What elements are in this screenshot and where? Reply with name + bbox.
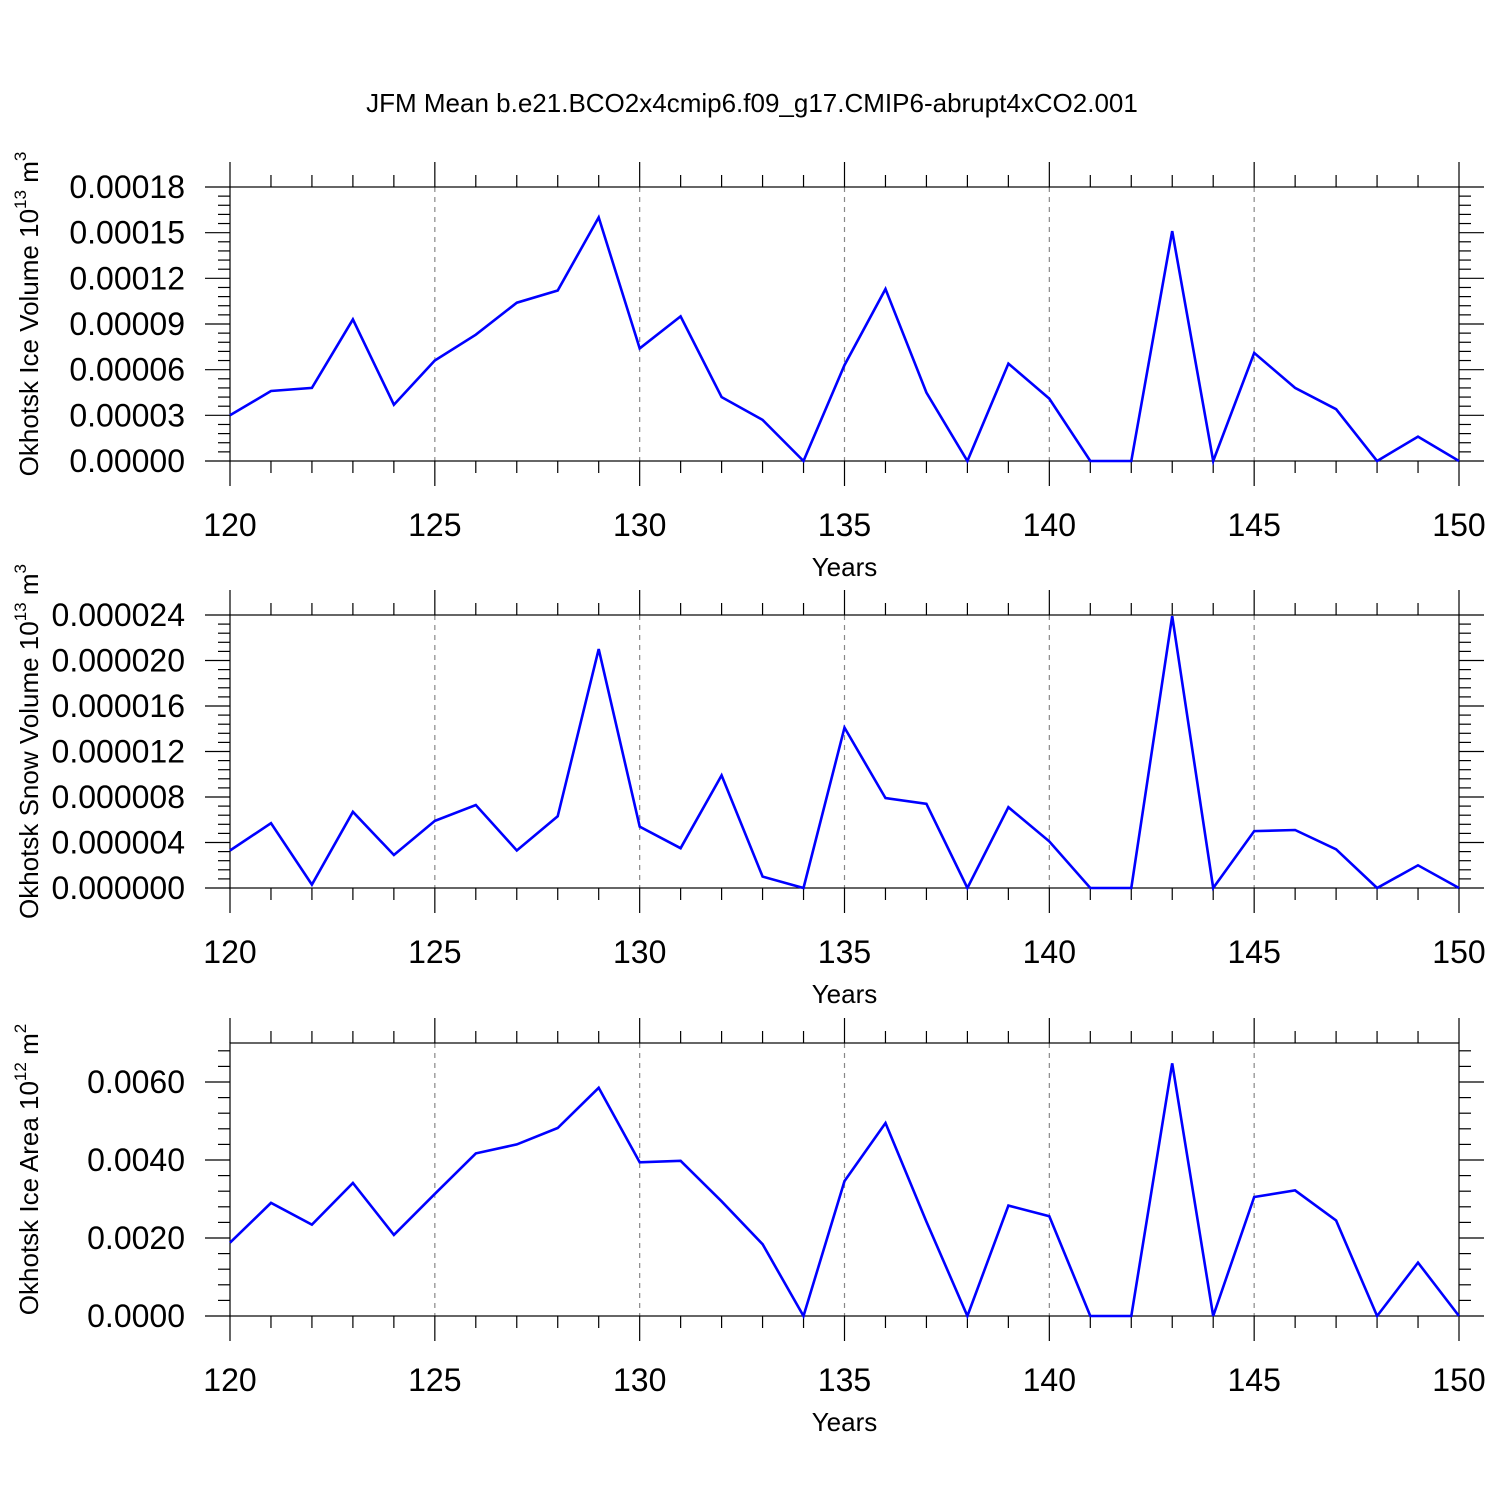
x-axis-label: Years (812, 979, 878, 1009)
y-tick-label: 0.000016 (52, 688, 185, 724)
x-tick-label: 140 (1023, 934, 1076, 970)
y-tick-label: 0.0000 (87, 1298, 185, 1334)
series-line-1 (229, 214, 1460, 466)
x-axis-label: Years (812, 1407, 878, 1437)
y-tick-label: 0.000024 (52, 597, 185, 633)
y-tick-label: 0.0040 (87, 1142, 185, 1178)
x-tick-label: 125 (408, 507, 461, 543)
x-tick-label: 120 (203, 507, 256, 543)
x-tick-label: 150 (1432, 1362, 1485, 1398)
x-tick-label: 130 (613, 1362, 666, 1398)
x-tick-label: 140 (1023, 507, 1076, 543)
x-tick-label: 120 (203, 1362, 256, 1398)
y-tick-label: 0.00015 (69, 215, 185, 251)
y-tick-label: 0.000012 (52, 734, 185, 770)
x-tick-label: 130 (613, 507, 666, 543)
y-tick-label: 0.00003 (69, 397, 185, 433)
x-tick-label: 135 (818, 507, 871, 543)
x-tick-label: 145 (1227, 934, 1280, 970)
y-axis-label: Okhotsk Ice Area 1012 m2 (11, 1024, 44, 1315)
panel-1: 120 125 130 135 140 145 150 0.00000 0.00003 0.000… (11, 152, 1486, 582)
y-axis-label: Okhotsk Snow Volume 1013 m3 (11, 564, 44, 919)
x-tick-label: 150 (1432, 934, 1485, 970)
y-tick-label: 0.000004 (52, 825, 185, 861)
y-tick-label: 0.00006 (69, 352, 185, 388)
panel-3: 120 125 130 135 140 145 150 0.0000 0.0020 0.0040 0… (11, 1018, 1486, 1437)
y-tick-label: 0.00009 (69, 306, 185, 342)
x-tick-label: 135 (818, 1362, 871, 1398)
y-tick-label: 0.0060 (87, 1064, 185, 1100)
x-tick-label: 130 (613, 934, 666, 970)
x-tick-label: 125 (408, 934, 461, 970)
y-tick-label: 0.00018 (69, 169, 185, 205)
y-tick-label: 0.00000 (69, 443, 185, 479)
y-tick-label: 0.0020 (87, 1220, 185, 1256)
y-tick-label: 0.00012 (69, 260, 185, 296)
series-line-1 (229, 615, 1460, 892)
y-tick-label: 0.000008 (52, 779, 185, 815)
chart-title: JFM Mean b.e21.BCO2x4cmip6.f09_g17.CMIP6… (366, 88, 1138, 118)
x-tick-label: 135 (818, 934, 871, 970)
series-line-1 (229, 1063, 1461, 1320)
y-tick-label: 0.000020 (52, 643, 185, 679)
x-tick-label: 150 (1432, 507, 1485, 543)
x-tick-label: 125 (408, 1362, 461, 1398)
x-tick-label: 145 (1227, 507, 1280, 543)
panel-2: 120 125 130 135 140 145 150 0.000000 0.000004 0.0… (11, 564, 1486, 1009)
y-tick-label: 0.000000 (52, 870, 185, 906)
y-axis-label: Okhotsk Ice Volume 1013 m3 (11, 152, 44, 477)
x-tick-label: 120 (203, 934, 256, 970)
x-tick-label: 145 (1227, 1362, 1280, 1398)
x-axis-label: Years (812, 552, 878, 582)
x-tick-label: 140 (1023, 1362, 1076, 1398)
